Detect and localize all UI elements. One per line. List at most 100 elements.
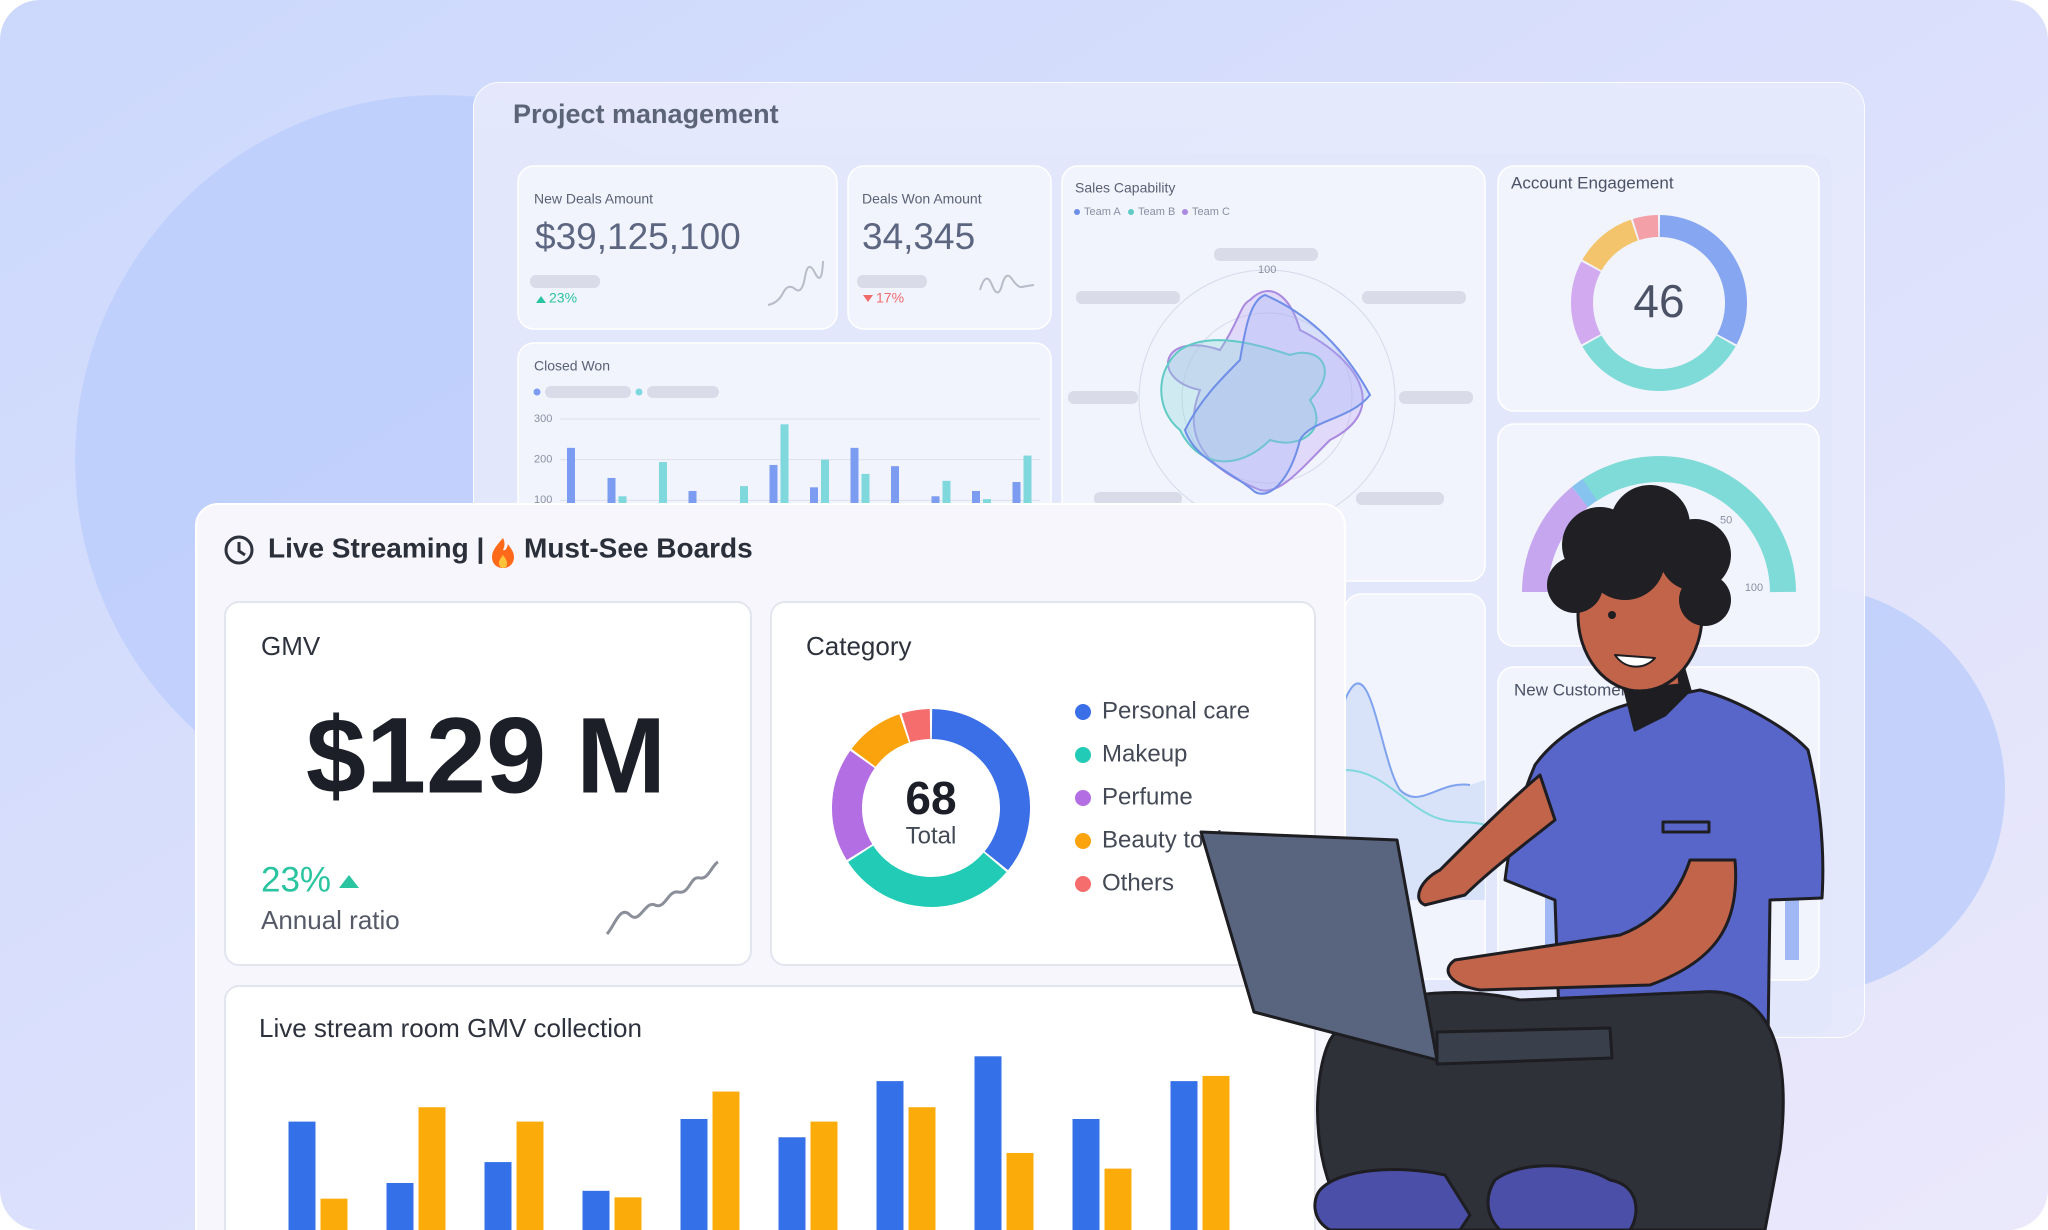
gauge-arc	[1522, 486, 1589, 593]
card-label: New Deals Amount	[534, 191, 653, 207]
placeholder	[647, 386, 719, 398]
bar	[288, 1121, 316, 1230]
shoe	[1313, 1168, 1472, 1230]
bar	[680, 1118, 708, 1230]
placeholder	[1068, 391, 1138, 404]
donut-segment	[1659, 215, 1747, 345]
card-title: Category	[806, 631, 912, 661]
placeholder	[1094, 492, 1182, 505]
placeholder	[1362, 291, 1466, 304]
legend-dot	[1128, 209, 1134, 215]
fire-core	[499, 555, 507, 568]
radar-ring	[1181, 312, 1353, 484]
card	[517, 165, 838, 330]
down-arrow	[863, 295, 873, 302]
timer-icon	[224, 535, 254, 565]
card-value: $39,125,100	[535, 216, 741, 257]
smile	[1614, 654, 1656, 668]
donut-segment	[1582, 335, 1736, 391]
panel-title: Project management	[513, 99, 779, 129]
bar	[876, 1081, 904, 1230]
sparkline	[979, 274, 1035, 294]
bar	[582, 1190, 610, 1230]
bar	[810, 1121, 838, 1230]
legend-dot	[1075, 876, 1091, 892]
placeholder	[1399, 391, 1473, 404]
placeholder	[1076, 291, 1180, 304]
gauge-tick-label: 100	[1745, 582, 1763, 594]
card-title: GMV	[261, 631, 321, 661]
donut-segment	[901, 709, 931, 743]
gmv-change: 23%	[261, 860, 331, 899]
donut-segment	[1632, 215, 1659, 241]
legend-label: Perfume	[1102, 783, 1193, 810]
placeholder	[545, 386, 631, 398]
gmv-value: $129 M	[306, 695, 666, 816]
arm	[1446, 858, 1738, 992]
sparkline	[767, 260, 824, 306]
bar	[1202, 1075, 1230, 1230]
panel-subtitle: Must-See Boards	[524, 532, 753, 563]
donut	[832, 709, 1030, 907]
bar	[1170, 1081, 1198, 1230]
bar	[614, 1197, 642, 1230]
donut-center: 46	[1633, 275, 1684, 327]
eye	[1608, 611, 1616, 619]
placeholder	[530, 275, 600, 288]
card-label: Account Engagement	[1511, 173, 1674, 192]
bar	[320, 1198, 348, 1230]
legend-dot	[1075, 704, 1091, 720]
bar	[908, 1107, 936, 1230]
placeholder	[1356, 492, 1444, 505]
gauge-arc	[1582, 456, 1796, 593]
card	[224, 601, 752, 966]
radar-area	[1160, 339, 1326, 463]
legend-label: Team A	[1084, 206, 1121, 218]
bar	[418, 1107, 446, 1230]
arm	[1417, 773, 1557, 907]
legend-label: Team C	[1192, 206, 1230, 218]
donut-center: 68	[905, 772, 956, 824]
bar	[1006, 1152, 1034, 1230]
up-arrow	[339, 875, 359, 888]
bar	[821, 459, 829, 541]
legend-dot	[1075, 833, 1091, 849]
bar	[778, 1137, 806, 1230]
legend-dot	[1075, 747, 1091, 763]
change: 23%	[549, 290, 577, 306]
donut-segment	[848, 845, 1007, 907]
legend-dot	[1074, 209, 1080, 215]
bar	[567, 447, 575, 541]
hair	[1547, 485, 1731, 626]
donut-segment	[931, 709, 1030, 871]
bar-shape	[1785, 900, 1799, 960]
fire-icon	[492, 538, 514, 568]
bar	[386, 1182, 414, 1230]
placeholder	[1214, 248, 1318, 261]
up-arrow	[536, 296, 546, 303]
line-chart	[1344, 682, 1471, 798]
card-label: Sales Capability	[1075, 180, 1175, 196]
bar	[659, 462, 667, 541]
timer-hand	[237, 542, 246, 557]
donut	[1571, 215, 1747, 391]
bar	[1104, 1168, 1132, 1230]
bar	[769, 464, 778, 541]
bar	[974, 1056, 1002, 1230]
card-title: Live stream room GMV collection	[259, 1013, 642, 1043]
shoe	[1486, 1164, 1638, 1230]
bar	[484, 1162, 512, 1230]
radar-area	[1167, 290, 1364, 492]
legend-label: Makeup	[1102, 740, 1187, 767]
bar	[1072, 1118, 1100, 1230]
donut-segment	[851, 714, 910, 768]
card-value: 34,345	[862, 216, 975, 257]
card-label: Closed Won	[534, 358, 610, 374]
y-tick-label: 300	[534, 413, 552, 425]
panel-title: Live Streaming |	[268, 532, 484, 563]
legend-label: Others	[1102, 869, 1174, 896]
legend-dot	[1075, 790, 1091, 806]
legend-dot	[635, 388, 643, 396]
card-label: New Customers	[1514, 680, 1635, 699]
